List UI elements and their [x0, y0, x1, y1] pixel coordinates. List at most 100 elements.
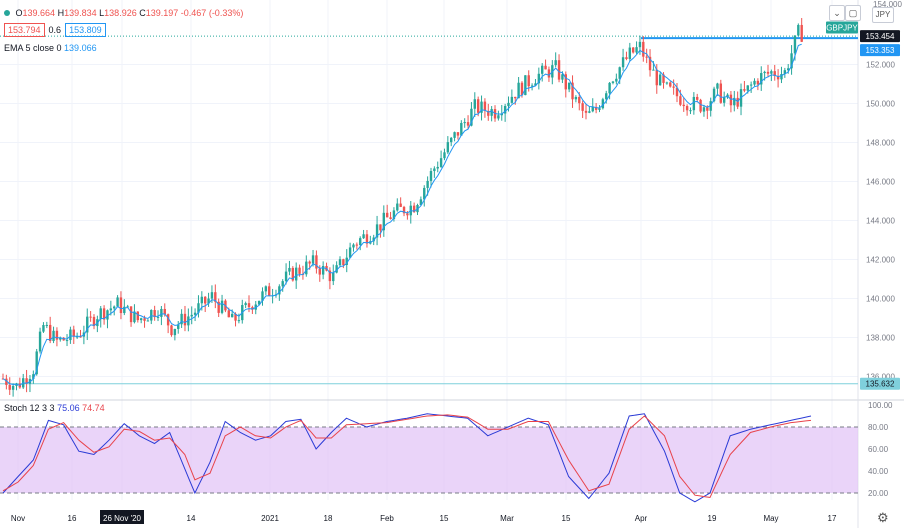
- candle: [547, 66, 551, 82]
- status-dot: [4, 10, 10, 16]
- candle: [510, 89, 514, 104]
- time-tick-label: Apr: [635, 514, 648, 523]
- candle: [55, 327, 59, 347]
- candle-body: [770, 71, 773, 74]
- candle-body: [207, 298, 210, 304]
- candle-body: [520, 82, 524, 96]
- candle: [672, 79, 675, 95]
- candle-body: [38, 331, 42, 352]
- candle: [335, 261, 338, 274]
- candle-body: [412, 205, 416, 213]
- candle-body: [429, 171, 433, 181]
- candle: [729, 91, 733, 113]
- candle-body: [335, 265, 338, 273]
- candle: [126, 304, 129, 308]
- stoch-tick-label: 80.00: [868, 423, 889, 432]
- candle-body: [382, 212, 386, 231]
- candle: [305, 255, 308, 277]
- candle-body: [345, 257, 348, 266]
- candle: [483, 98, 487, 118]
- candle-body: [116, 297, 119, 307]
- candle-body: [75, 336, 79, 338]
- candle: [153, 305, 156, 321]
- candle: [160, 306, 163, 326]
- candle-body: [665, 82, 669, 84]
- candle-body: [628, 47, 632, 59]
- candle: [598, 105, 601, 113]
- candle: [52, 326, 55, 344]
- candle-body: [615, 78, 618, 82]
- settings-gear-icon[interactable]: ⚙: [877, 510, 889, 525]
- candle: [99, 306, 102, 328]
- candle-body: [15, 383, 18, 386]
- candle-body: [55, 330, 59, 340]
- candle: [429, 167, 433, 188]
- candle-body: [487, 110, 490, 116]
- time-tick-label: Nov: [11, 514, 25, 523]
- candle: [514, 96, 517, 105]
- candle-body: [136, 311, 139, 321]
- scroll-down-icon[interactable]: ⌄: [829, 5, 845, 21]
- candle-body: [268, 286, 271, 296]
- candle: [503, 103, 507, 122]
- candle-body: [456, 132, 460, 136]
- candle: [588, 106, 591, 114]
- candle-body: [294, 267, 298, 281]
- maximize-icon[interactable]: ▢: [845, 5, 861, 21]
- stoch-tick-label: 100.00: [868, 401, 893, 410]
- candle: [611, 80, 615, 85]
- candle-body: [436, 166, 439, 169]
- candle-body: [773, 71, 776, 76]
- candle: [177, 320, 180, 334]
- currency-badge[interactable]: JPY: [872, 7, 894, 23]
- candle-body: [578, 96, 581, 104]
- candle-body: [180, 313, 183, 325]
- candle-body: [450, 137, 453, 143]
- candle-body: [561, 74, 564, 80]
- candle-body: [25, 378, 28, 384]
- candle: [338, 256, 342, 268]
- candle: [749, 81, 753, 93]
- candle: [129, 306, 133, 327]
- candle-body: [399, 203, 402, 207]
- candle: [743, 80, 746, 93]
- last-price-badge-box: [860, 30, 900, 43]
- candle: [776, 69, 780, 88]
- candle: [692, 92, 696, 115]
- candle: [665, 81, 669, 85]
- candle-body: [214, 292, 217, 302]
- candle-body: [699, 99, 702, 112]
- candle: [166, 313, 170, 334]
- candle-body: [733, 97, 736, 106]
- ask-box[interactable]: 153.809: [65, 23, 106, 37]
- candle: [517, 76, 520, 99]
- candle: [116, 295, 119, 307]
- close-value: 139.197: [145, 8, 179, 18]
- candle-body: [605, 93, 608, 100]
- candle: [244, 301, 247, 309]
- candle-body: [722, 97, 726, 103]
- candle-body: [581, 103, 584, 111]
- candle: [537, 67, 541, 90]
- candle-body: [685, 106, 689, 111]
- candle: [436, 161, 439, 173]
- candle: [392, 207, 396, 222]
- time-tick-label: 17: [828, 514, 837, 523]
- candle-body: [621, 57, 625, 68]
- candle: [119, 291, 123, 320]
- candle-body: [746, 85, 749, 91]
- candle: [92, 314, 96, 330]
- candle: [524, 75, 527, 96]
- candle-body: [332, 272, 335, 282]
- candle: [534, 79, 537, 86]
- candle-body: [32, 374, 35, 379]
- time-tick-label: 18: [324, 514, 333, 523]
- candle: [274, 289, 278, 298]
- price-tick-label: 140.000: [866, 295, 895, 304]
- candle: [756, 78, 760, 91]
- candle-body: [652, 69, 655, 71]
- spread-value: 0.6: [48, 25, 62, 35]
- candle-body: [423, 187, 426, 200]
- bid-box[interactable]: 153.794: [4, 23, 45, 37]
